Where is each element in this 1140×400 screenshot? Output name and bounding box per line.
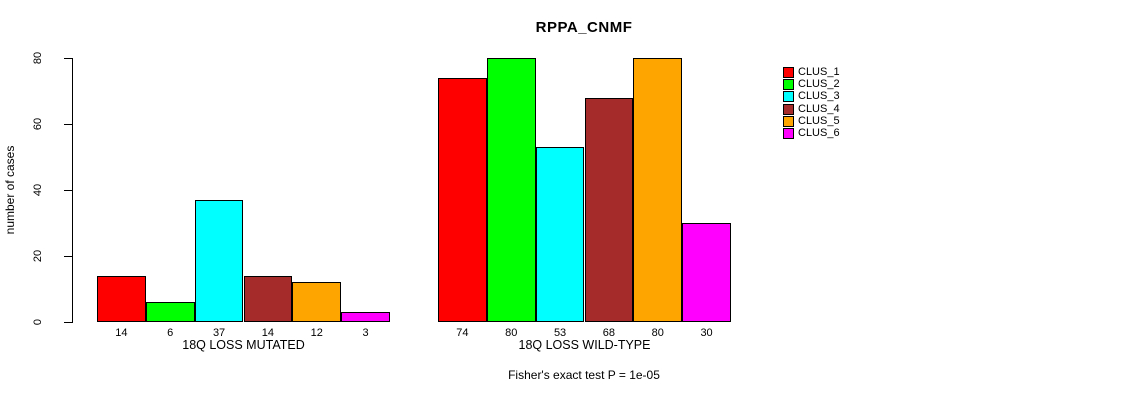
bar-value-label: 14 bbox=[115, 327, 128, 339]
bar-clus-3 bbox=[535, 147, 585, 322]
y-tick-mark bbox=[64, 58, 72, 59]
legend: CLUS_1 CLUS_2 CLUS_3 CLUS_4 CLUS_5 CLUS_6 bbox=[783, 66, 840, 140]
legend-label: CLUS_3 bbox=[798, 90, 840, 103]
legend-color-swatch bbox=[783, 128, 794, 140]
legend-color-swatch bbox=[783, 66, 794, 78]
bar-value-label: 53 bbox=[553, 327, 567, 339]
legend-label: CLUS_4 bbox=[798, 102, 840, 115]
bar-value-label: 14 bbox=[261, 327, 275, 339]
y-tick-label: 0 bbox=[32, 318, 44, 326]
bar-clus-6 bbox=[682, 223, 731, 322]
bar-clus-4 bbox=[243, 275, 293, 322]
legend-item: CLUS_5 bbox=[783, 115, 840, 127]
bar-value-label: 30 bbox=[700, 327, 713, 339]
legend-item: CLUS_1 bbox=[783, 66, 840, 78]
x-group-label: 18Q LOSS WILD-TYPE bbox=[518, 338, 651, 352]
y-tick-mark bbox=[64, 190, 72, 191]
legend-item: CLUS_2 bbox=[783, 78, 840, 90]
chart-title: RPPA_CNMF bbox=[535, 19, 633, 36]
y-tick-mark bbox=[64, 256, 72, 257]
bar-value-label: 3 bbox=[362, 327, 369, 339]
bar-clus-5 bbox=[633, 58, 683, 322]
bar-value-label: 74 bbox=[456, 327, 469, 339]
bar-clus-3 bbox=[194, 199, 244, 322]
y-tick-mark bbox=[64, 124, 72, 125]
bar-value-label: 80 bbox=[651, 327, 664, 339]
bar-clus-2 bbox=[486, 58, 536, 322]
bar-clus-1 bbox=[438, 77, 487, 322]
bar-value-label: 6 bbox=[167, 327, 174, 339]
y-tick-label: 60 bbox=[32, 117, 44, 131]
y-tick-label: 20 bbox=[32, 249, 44, 263]
bar-clus-5 bbox=[292, 282, 342, 322]
fisher-test-annotation: Fisher's exact test P = 1e-05 bbox=[508, 368, 660, 382]
legend-item: CLUS_6 bbox=[783, 127, 840, 140]
legend-label: CLUS_2 bbox=[798, 77, 840, 90]
bar-clus-4 bbox=[584, 97, 634, 322]
legend-item: CLUS_3 bbox=[783, 91, 840, 103]
y-axis-line bbox=[72, 58, 73, 323]
bar-value-label: 80 bbox=[505, 327, 518, 339]
x-group-label: 18Q LOSS MUTATED bbox=[182, 338, 305, 352]
bar-value-label: 37 bbox=[212, 327, 226, 339]
legend-color-swatch bbox=[783, 78, 794, 90]
y-tick-label: 80 bbox=[32, 51, 44, 65]
y-tick-mark bbox=[64, 322, 72, 323]
bar-clus-1 bbox=[97, 275, 146, 322]
bar-clus-2 bbox=[145, 302, 195, 322]
legend-item: CLUS_4 bbox=[783, 103, 840, 115]
y-tick-label: 40 bbox=[32, 183, 44, 197]
legend-color-swatch bbox=[783, 115, 794, 127]
bar-value-label: 68 bbox=[602, 327, 616, 339]
legend-label: CLUS_1 bbox=[798, 65, 840, 78]
legend-label: CLUS_5 bbox=[798, 114, 840, 127]
bar-clus-6 bbox=[341, 312, 390, 322]
legend-color-swatch bbox=[783, 91, 794, 103]
bar-value-label: 12 bbox=[310, 327, 323, 339]
y-axis-label: number of cases bbox=[3, 145, 17, 235]
legend-label: CLUS_6 bbox=[798, 127, 840, 140]
legend-color-swatch bbox=[783, 103, 794, 115]
